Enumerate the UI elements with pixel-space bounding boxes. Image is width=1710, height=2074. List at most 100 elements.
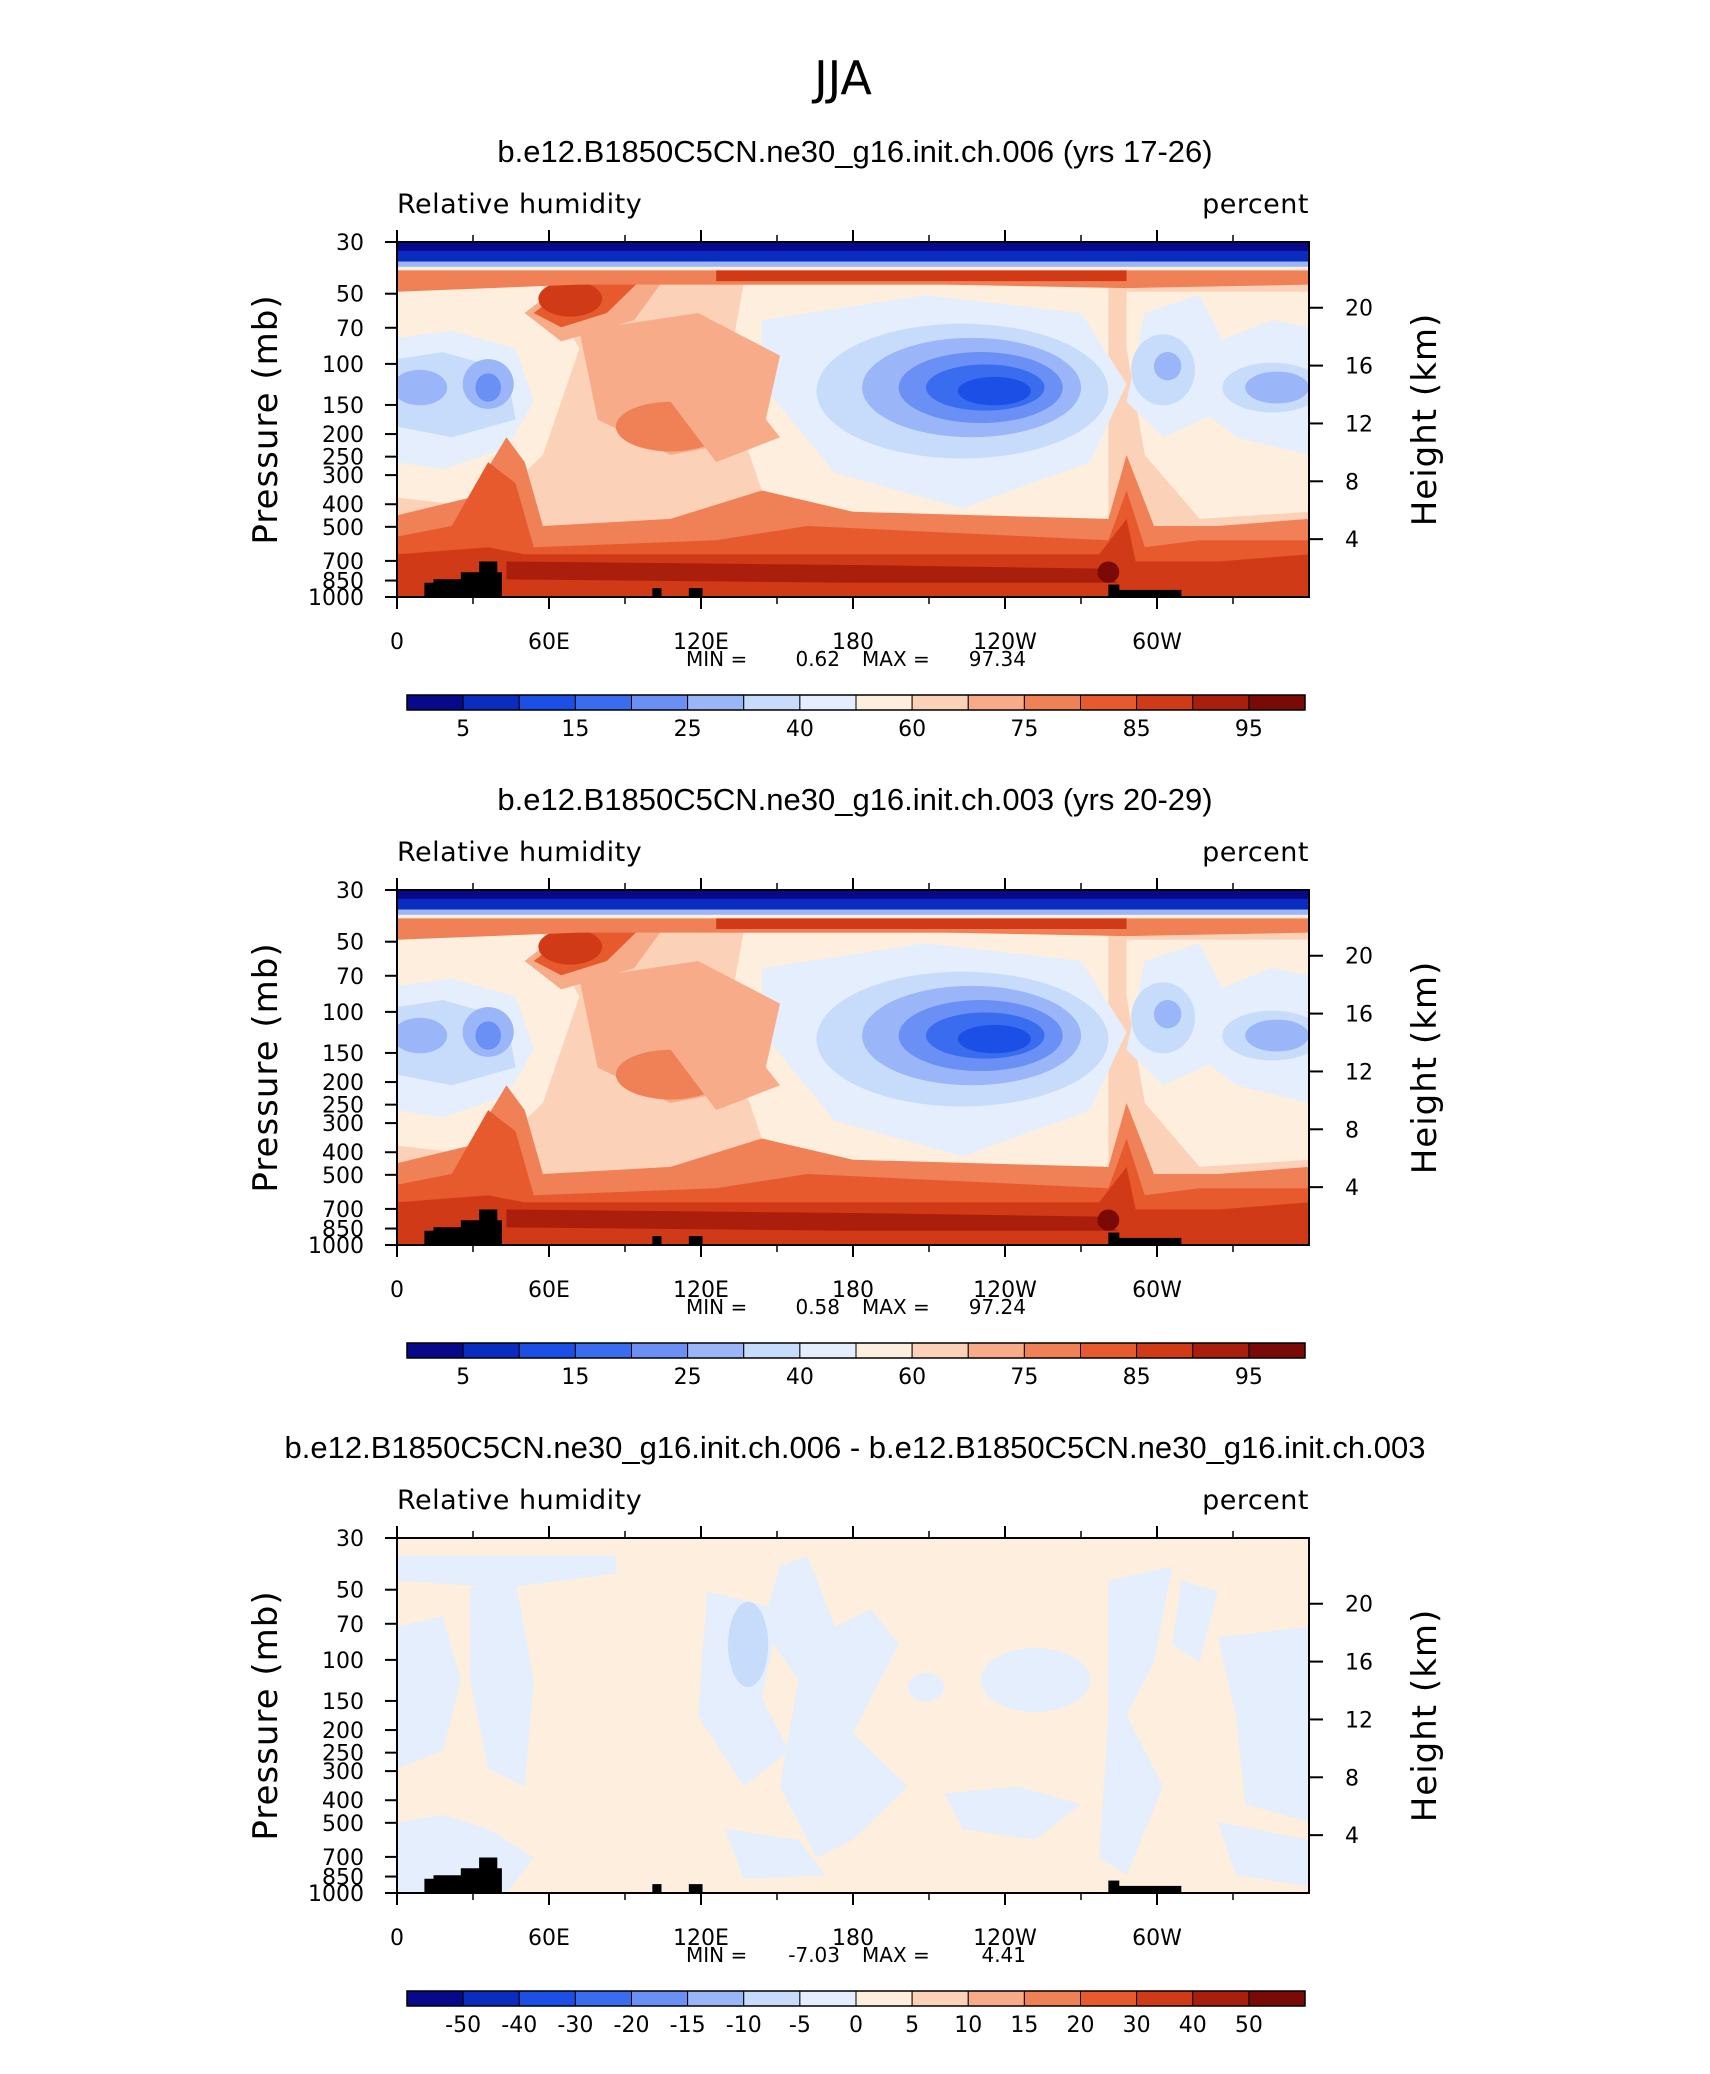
y-axis-label: Pressure (mb) [246, 1590, 286, 1840]
colorbar-label: 20 [1067, 2013, 1095, 2038]
colorbar-swatch [743, 1342, 801, 1359]
colorbar-swatch [1192, 1342, 1250, 1359]
y-tick-label: 200 [322, 423, 364, 448]
x-tick-label: 60W [1132, 1926, 1182, 1951]
max-label: MAX = [862, 1943, 930, 1967]
colorbar-swatch [462, 694, 520, 711]
colorbar-swatch [743, 694, 801, 711]
y2-tick-label: 16 [1345, 1003, 1373, 1028]
colorbar-label: 5 [456, 1365, 470, 1390]
colorbar-swatch [1248, 694, 1306, 711]
contour-region [1097, 1209, 1120, 1231]
colorbar-swatch [406, 1342, 464, 1359]
colorbar-swatch [1023, 1990, 1081, 2007]
terrain [688, 1236, 703, 1245]
terrain [1108, 584, 1120, 597]
colorbar-swatch [1136, 694, 1194, 711]
colorbar-label: 60 [898, 717, 926, 742]
colorbar-label: -10 [726, 2013, 762, 2038]
terrain [688, 1884, 703, 1893]
min-label: MIN = [686, 647, 747, 671]
y2-tick-label: 16 [1345, 1651, 1373, 1676]
y2-axis-label: Height (km) [1405, 961, 1445, 1175]
contour-region [1245, 1019, 1309, 1052]
contour-region [716, 918, 1127, 929]
y-tick-label: 500 [322, 1164, 364, 1189]
contour-region [538, 281, 603, 317]
x-tick-label: 120E [673, 1278, 729, 1303]
y-tick-label: 150 [322, 394, 364, 419]
colorbar-swatch [687, 694, 745, 711]
contour-region [538, 929, 603, 965]
y-tick-label: 50 [336, 283, 364, 308]
contour-field [397, 890, 1309, 1245]
y-tick-label: 30 [336, 879, 364, 904]
colorbar-swatch [1248, 1990, 1306, 2007]
colorbar-swatch [743, 1990, 801, 2007]
x-tick-label: 120E [673, 630, 729, 655]
min-value: -7.03 [788, 1943, 840, 1967]
left-label: Relative humidity [397, 1485, 642, 1516]
colorbar-swatch [911, 694, 969, 711]
x-tick-label: 60W [1132, 630, 1182, 655]
min-label: MIN = [686, 1943, 747, 1967]
y-tick-label: 850 [322, 1866, 364, 1891]
y-tick-label: 100 [322, 1001, 364, 1026]
y2-tick-label: 4 [1345, 1824, 1359, 1849]
contour-field [397, 1538, 1309, 1893]
colorbar-swatch [967, 694, 1025, 711]
contour-region [397, 1616, 461, 1769]
colorbar-label: 25 [674, 717, 702, 742]
colorbar-label: 5 [905, 2013, 919, 2038]
x-tick-label: 60E [528, 630, 570, 655]
colorbar-label: 30 [1123, 2013, 1151, 2038]
terrain [1117, 589, 1182, 597]
x-tick-label: 0 [390, 1278, 404, 1303]
contour-region [670, 1039, 780, 1111]
x-tick-label: 0 [390, 1926, 404, 1951]
contour-region [716, 270, 1127, 282]
contour-region [506, 561, 1118, 583]
contour-region [1099, 1566, 1173, 1876]
colorbar-swatch [1080, 1990, 1138, 2007]
y-tick-label: 500 [322, 516, 364, 541]
contour-region [424, 1857, 502, 1893]
y-tick-label: 1000 [308, 1882, 364, 1907]
colorbar-label: 60 [898, 1365, 926, 1390]
colorbar-swatch [1023, 1342, 1081, 1359]
colorbar-label: 50 [1235, 2013, 1263, 2038]
x-tick-label: 60W [1132, 1278, 1182, 1303]
colorbar-label: 40 [786, 717, 814, 742]
colorbar-swatch [574, 694, 632, 711]
colorbar-label: -5 [789, 2013, 811, 2038]
y-tick-label: 70 [336, 1613, 364, 1638]
colorbar-label: -20 [614, 2013, 650, 2038]
x-tick-label: 60E [528, 1926, 570, 1951]
contour-region [1153, 1000, 1182, 1029]
y-tick-label: 250 [322, 446, 364, 471]
y-tick-label: 200 [322, 1719, 364, 1744]
panel-title: b.e12.B1850C5CN.ne30_g16.init.ch.003 (yr… [497, 782, 1212, 817]
y2-tick-label: 20 [1345, 297, 1373, 322]
y2-tick-label: 12 [1345, 1060, 1373, 1085]
y2-axis-label: Height (km) [1405, 313, 1445, 527]
y2-tick-label: 8 [1345, 1766, 1359, 1791]
x-tick-label: 120W [973, 1278, 1037, 1303]
contour-region [1217, 1626, 1309, 1822]
contour-region [397, 909, 1309, 915]
y-tick-label: 1000 [308, 586, 364, 611]
colorbar-label: -40 [501, 2013, 537, 2038]
max-value: 97.24 [969, 1295, 1026, 1319]
y-tick-label: 250 [322, 1094, 364, 1119]
y-tick-label: 30 [336, 1527, 364, 1552]
terrain [652, 588, 662, 597]
x-tick-label: 120W [973, 1926, 1037, 1951]
colorbar-swatch [855, 1990, 913, 2007]
contour-region [980, 1648, 1091, 1712]
y-tick-label: 700 [322, 1846, 364, 1871]
y-tick-label: 150 [322, 1042, 364, 1067]
colorbar-swatch [574, 1342, 632, 1359]
y-tick-label: 150 [322, 1690, 364, 1715]
terrain [1117, 1237, 1182, 1245]
